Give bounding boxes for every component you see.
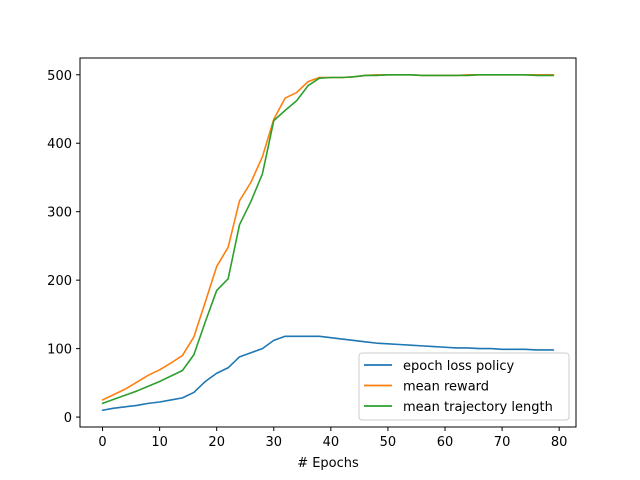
- x-tick-label: 10: [151, 435, 168, 450]
- x-tick-label: 20: [208, 435, 225, 450]
- legend-label: mean reward: [403, 380, 489, 395]
- x-axis-label: # Epochs: [297, 456, 359, 471]
- y-axis: 0 100 200 300 400 500: [47, 69, 80, 426]
- y-tick-label: 400: [47, 137, 72, 152]
- y-tick-label: 100: [47, 343, 72, 358]
- legend-box: [358, 352, 570, 421]
- x-tick-label: 70: [494, 435, 511, 450]
- y-tick-label: 200: [47, 274, 72, 289]
- x-tick-label: 40: [323, 435, 340, 450]
- series-layer: [101, 73, 555, 412]
- y-tick-label: 300: [47, 206, 72, 221]
- x-tick-label: 30: [266, 435, 283, 450]
- legend: epoch loss policy mean reward mean traject…: [358, 352, 570, 421]
- x-axis: 0 10 20 30 40 50 60 70 80: [98, 427, 567, 450]
- x-tick-label: 0: [98, 435, 106, 450]
- x-tick-label: 80: [551, 435, 568, 450]
- legend-label: epoch loss policy: [403, 359, 515, 374]
- legend-label: mean trajectory length: [403, 400, 553, 415]
- series-line-mean-trajectory-length: [101, 73, 555, 405]
- y-tick-label: 0: [64, 411, 72, 426]
- y-tick-label: 500: [47, 69, 72, 84]
- plot-frame: [79, 57, 577, 428]
- x-tick-label: 50: [380, 435, 397, 450]
- x-tick-label: 60: [437, 435, 454, 450]
- series-line-epoch-loss-policy: [101, 335, 555, 412]
